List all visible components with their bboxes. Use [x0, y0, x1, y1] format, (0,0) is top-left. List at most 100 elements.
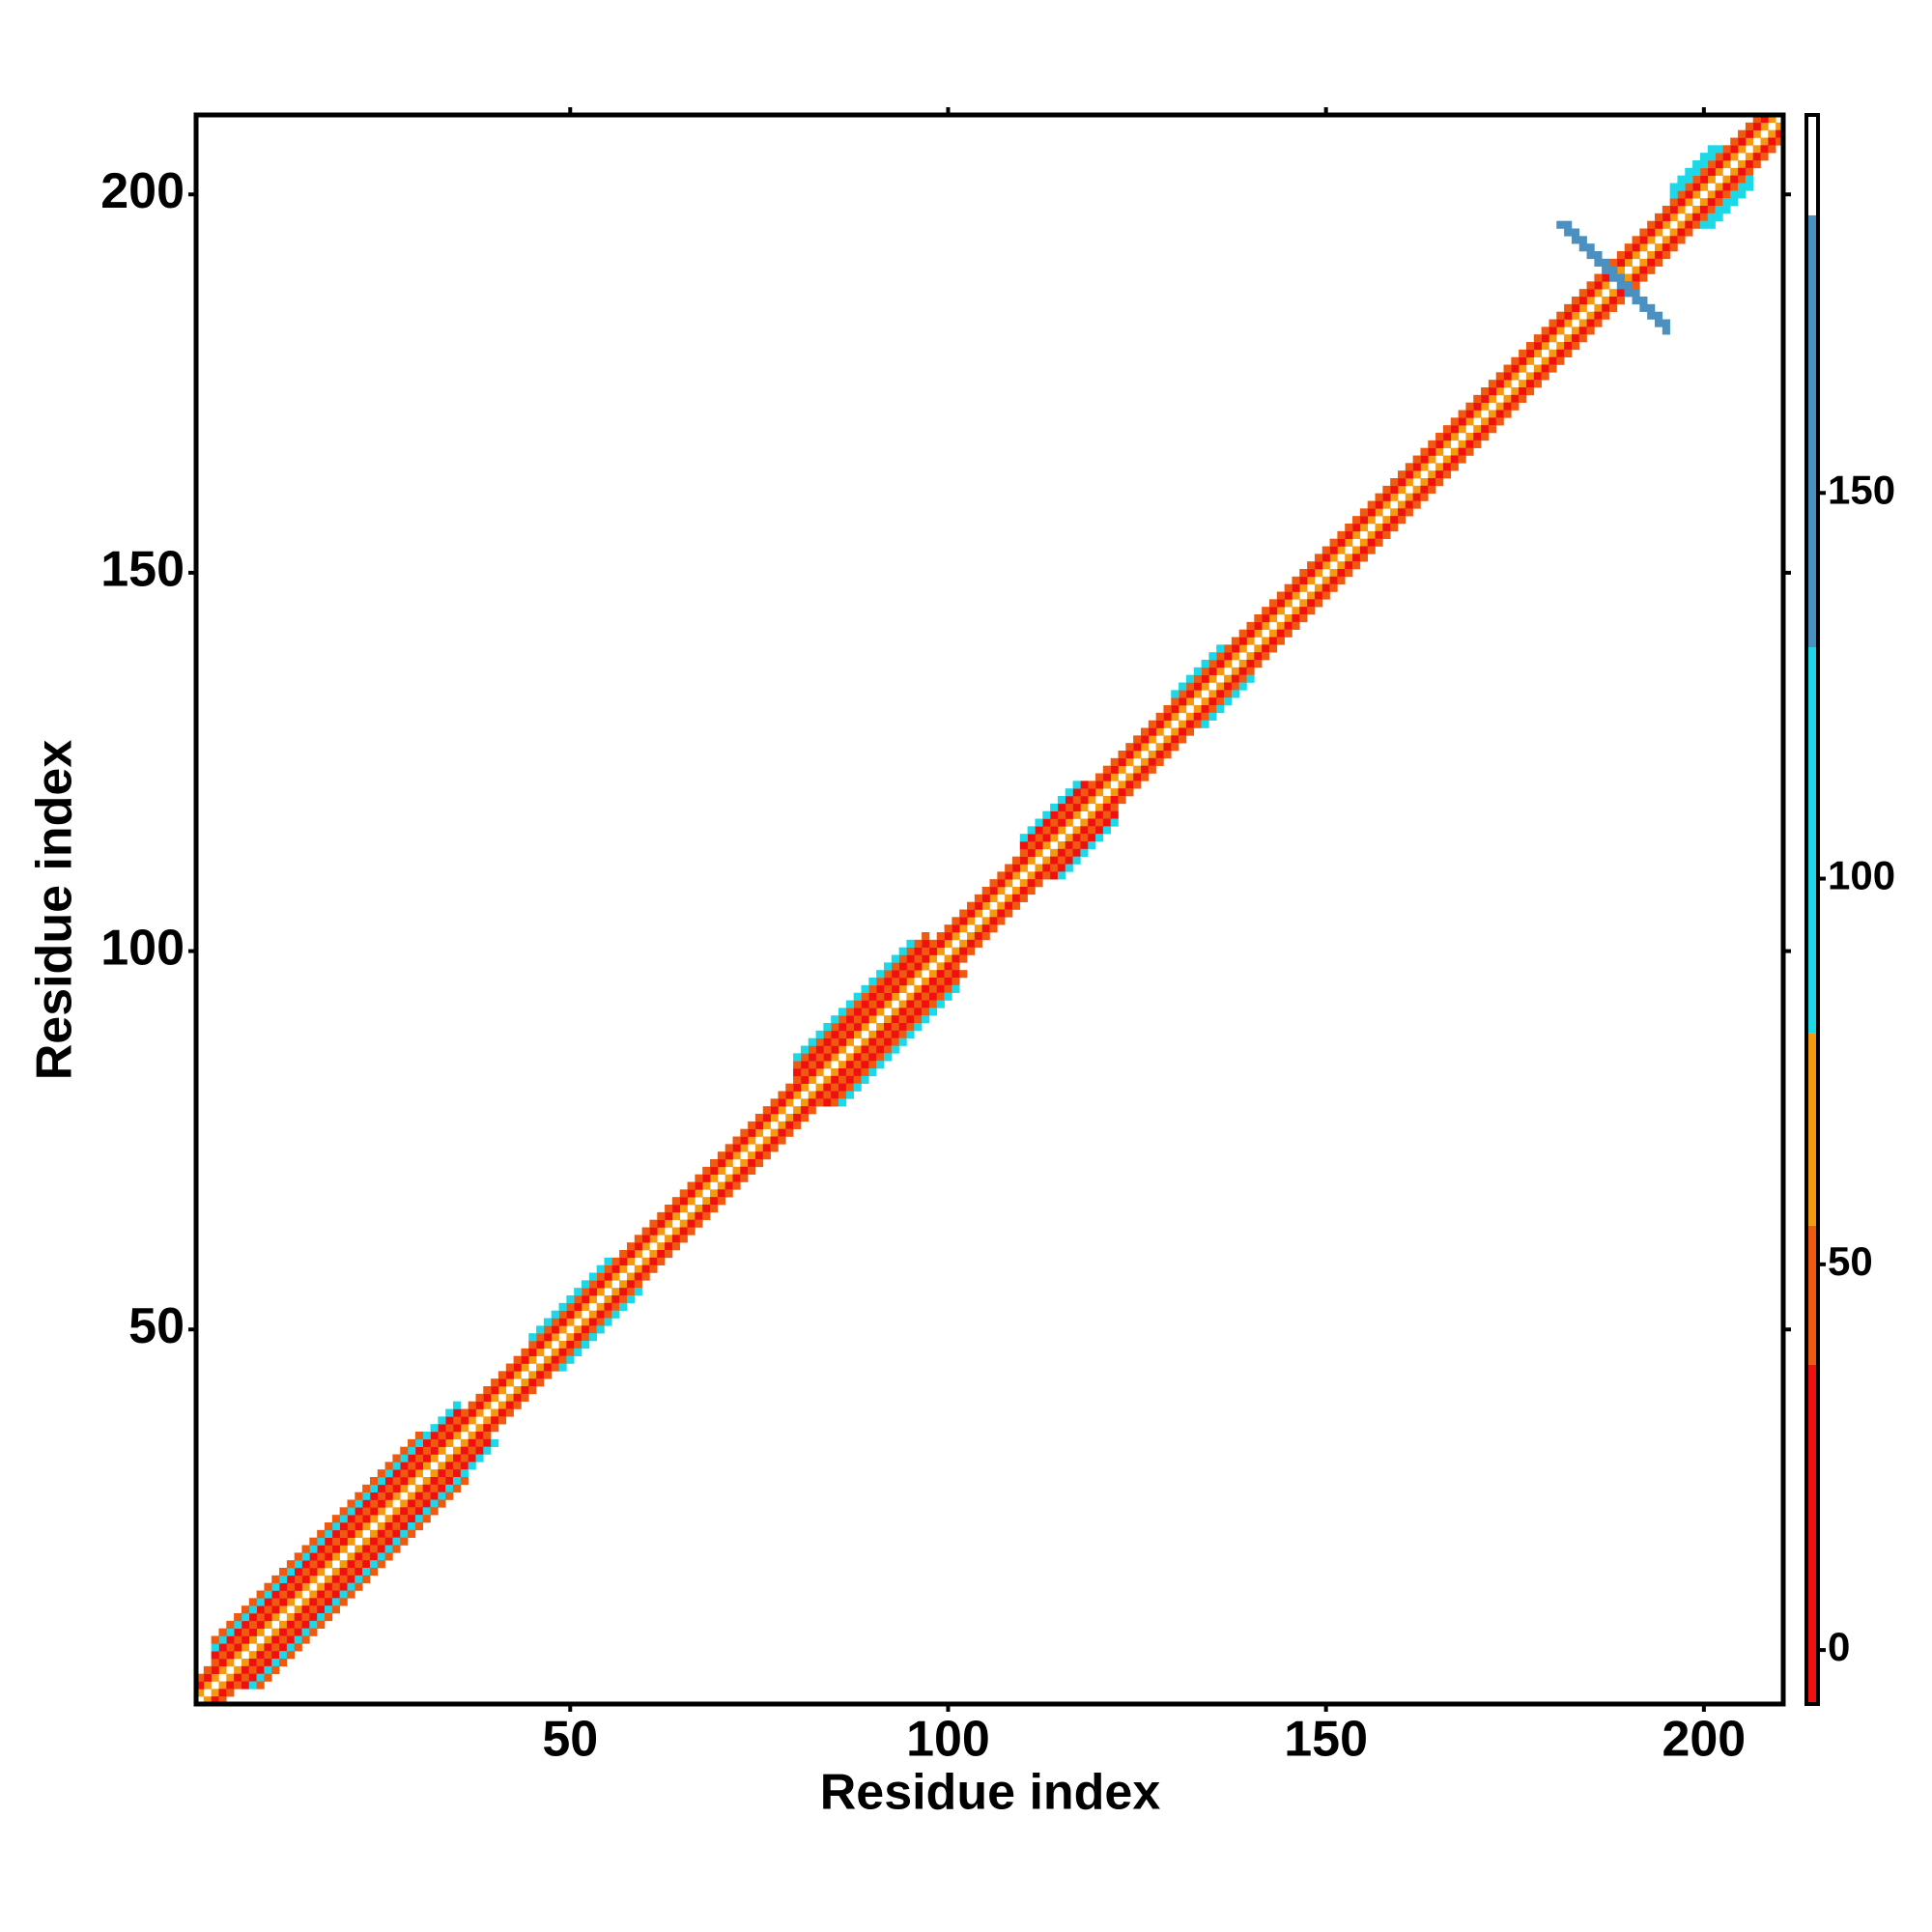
- heatmap-cell: [483, 1408, 492, 1417]
- heatmap-cell: [754, 1121, 764, 1129]
- heatmap-cell: [309, 1605, 318, 1614]
- heatmap-cell: [1541, 356, 1549, 365]
- heatmap-cell: [1722, 190, 1731, 199]
- heatmap-cell: [408, 1462, 416, 1470]
- heatmap-cell: [997, 917, 1006, 925]
- heatmap-cell: [1511, 402, 1520, 411]
- heatmap-cell: [1254, 660, 1263, 668]
- heatmap-cell: [657, 1257, 666, 1265]
- heatmap-cell: [1292, 576, 1300, 584]
- heatmap-cell: [384, 1484, 393, 1492]
- heatmap-cell: [906, 1030, 915, 1038]
- heatmap-cell: [1458, 410, 1466, 418]
- heatmap-cell: [1307, 583, 1316, 592]
- heatmap-cell: [944, 954, 952, 963]
- heatmap-cell: [989, 924, 998, 933]
- heatmap-cell: [362, 1507, 371, 1516]
- heatmap-cell: [1042, 834, 1051, 842]
- heatmap-cell: [408, 1492, 416, 1500]
- heatmap-cell: [831, 1075, 839, 1084]
- heatmap-cell: [604, 1302, 612, 1311]
- heatmap-cell: [475, 1416, 484, 1425]
- heatmap-cell: [1722, 160, 1731, 169]
- heatmap-cell: [898, 984, 907, 993]
- heatmap-cell: [468, 1401, 476, 1409]
- heatmap-cell: [634, 1264, 642, 1273]
- heatmap-cell: [898, 1030, 907, 1038]
- heatmap-cell: [1201, 720, 1209, 728]
- heatmap-cell: [1276, 629, 1285, 638]
- heatmap-cell: [1224, 644, 1233, 653]
- colorbar-tick-label: 0: [1828, 1624, 1850, 1669]
- heatmap-cell: [226, 1659, 235, 1667]
- heatmap-cell: [967, 909, 976, 918]
- heatmap-cell: [1057, 810, 1066, 819]
- heatmap-cell: [384, 1529, 393, 1538]
- heatmap-cell: [1602, 289, 1610, 298]
- heatmap-cell: [838, 1045, 847, 1054]
- heatmap-cell: [309, 1545, 318, 1553]
- heatmap-cell: [369, 1529, 379, 1538]
- heatmap-cell: [1292, 621, 1300, 630]
- heatmap-cell: [1481, 394, 1490, 403]
- heatmap-cell: [339, 1582, 348, 1591]
- heatmap-cell: [1495, 380, 1504, 388]
- heatmap-cell: [1072, 803, 1081, 811]
- heatmap-cell: [740, 1159, 749, 1168]
- heatmap-cell: [1201, 705, 1209, 714]
- heatmap-cell: [1005, 864, 1013, 872]
- heatmap-cell: [1397, 508, 1406, 517]
- heatmap-cell: [468, 1408, 476, 1417]
- heatmap-cell: [1231, 660, 1239, 668]
- heatmap-cell: [1125, 773, 1134, 781]
- heatmap-cell: [1321, 576, 1330, 584]
- heatmap-cell: [211, 1659, 219, 1667]
- heatmap-cell: [445, 1438, 454, 1447]
- heatmap-cell: [218, 1643, 227, 1652]
- heatmap-cell: [838, 1068, 847, 1077]
- heatmap-cell: [301, 1575, 310, 1583]
- heatmap-cell: [1715, 160, 1723, 169]
- heatmap-cell: [1216, 644, 1225, 653]
- heatmap-cell: [596, 1264, 605, 1273]
- heatmap-cell: [604, 1280, 612, 1289]
- heatmap-cell: [355, 1560, 363, 1569]
- heatmap-cell: [1715, 213, 1723, 221]
- heatmap-cell: [1722, 206, 1731, 214]
- heatmap-cell: [1722, 167, 1731, 176]
- heatmap-cell: [679, 1211, 688, 1220]
- heatmap-cell: [453, 1401, 462, 1409]
- heatmap-cell: [325, 1598, 333, 1606]
- heatmap-cell: [928, 984, 938, 993]
- heatmap-cell: [1465, 417, 1474, 426]
- heatmap-cell: [1231, 674, 1239, 683]
- heatmap-cell: [1382, 500, 1391, 509]
- heatmap-cell: [1307, 599, 1316, 608]
- heatmap-cell: [445, 1484, 454, 1492]
- heatmap-cell: [377, 1529, 385, 1538]
- heatmap-cell: [1428, 440, 1436, 448]
- heatmap-cell: [521, 1386, 529, 1395]
- heatmap-cell: [1246, 621, 1255, 630]
- heatmap-cell: [460, 1424, 469, 1433]
- heatmap-cell: [1193, 674, 1202, 683]
- heatmap-cell: [271, 1620, 280, 1629]
- heatmap-cell: [1616, 273, 1625, 282]
- heatmap-cell: [1118, 781, 1126, 789]
- heatmap-cell: [1760, 129, 1769, 138]
- heatmap-cell: [853, 1030, 862, 1038]
- heatmap-cell: [876, 1008, 885, 1016]
- heatmap-cell: [1011, 864, 1021, 872]
- heatmap-cell: [1760, 115, 1769, 124]
- heatmap-cell: [1019, 879, 1028, 888]
- heatmap-cell: [1299, 614, 1308, 623]
- heatmap-cell: [226, 1635, 235, 1644]
- heatmap-cell: [1050, 826, 1059, 835]
- heatmap-cell: [1155, 712, 1164, 721]
- heatmap-cell: [331, 1515, 340, 1523]
- heatmap-cell: [1102, 803, 1111, 811]
- heatmap-cell: [1730, 167, 1739, 176]
- heatmap-cell: [438, 1484, 446, 1492]
- heatmap-cell: [922, 1000, 930, 1009]
- heatmap-cell: [400, 1446, 409, 1455]
